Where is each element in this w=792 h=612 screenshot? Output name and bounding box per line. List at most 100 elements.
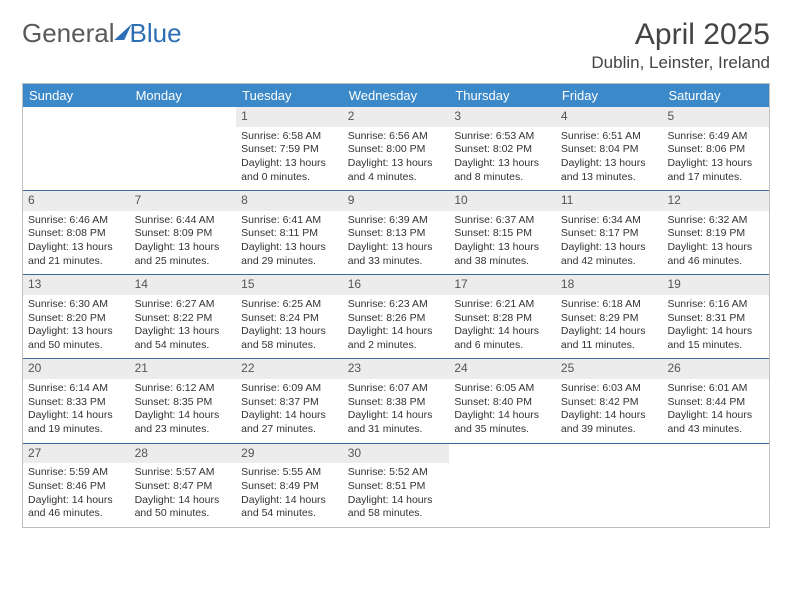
sunrise-text: Sunrise: 6:21 AM <box>454 298 551 312</box>
calendar-cell: 5Sunrise: 6:49 AMSunset: 8:06 PMDaylight… <box>662 107 769 190</box>
calendar-cell-empty <box>130 107 237 190</box>
calendar-row: 27Sunrise: 5:59 AMSunset: 8:46 PMDayligh… <box>23 443 769 527</box>
calendar-cell: 3Sunrise: 6:53 AMSunset: 8:02 PMDaylight… <box>449 107 556 190</box>
day-number: 1 <box>236 107 343 127</box>
sunrise-text: Sunrise: 5:57 AM <box>135 466 232 480</box>
sunset-text: Sunset: 8:19 PM <box>667 227 764 241</box>
sunset-text: Sunset: 8:22 PM <box>135 312 232 326</box>
day-number: 2 <box>343 107 450 127</box>
sunset-text: Sunset: 8:51 PM <box>348 480 445 494</box>
calendar-cell: 6 Sunrise: 6:46 AMSunset: 8:08 PMDaylight… <box>23 191 130 274</box>
sunset-text: Sunset: 8:26 PM <box>348 312 445 326</box>
daylight-text: Daylight: 13 hours and 21 minutes. <box>28 241 125 268</box>
calendar-cell: 30 Sunrise: 5:52 AMSunset: 8:51 PMDayligh… <box>343 444 450 527</box>
sunrise-text: Sunrise: 6:53 AM <box>454 130 551 144</box>
sunset-text: Sunset: 8:29 PM <box>561 312 658 326</box>
day-number: 24 <box>449 359 556 379</box>
calendar-cell: 27Sunrise: 5:59 AMSunset: 8:46 PMDayligh… <box>23 444 130 527</box>
weekday-label: Thursday <box>449 84 556 107</box>
sunset-text: Sunset: 8:46 PM <box>28 480 125 494</box>
calendar-cell: 21Sunrise: 6:12 AMSunset: 8:35 PMDayligh… <box>130 359 237 442</box>
day-number: 13 <box>23 275 130 295</box>
sunrise-text: Sunrise: 6:44 AM <box>135 214 232 228</box>
calendar-cell: 24Sunrise: 6:05 AMSunset: 8:40 PMDayligh… <box>449 359 556 442</box>
sunset-text: Sunset: 8:40 PM <box>454 396 551 410</box>
sunrise-text: Sunrise: 6:25 AM <box>241 298 338 312</box>
sunrise-text: Sunrise: 6:37 AM <box>454 214 551 228</box>
daylight-text: Daylight: 13 hours and 0 minutes. <box>241 157 338 184</box>
calendar-cell-empty <box>556 444 663 527</box>
daylight-text: Daylight: 14 hours and 58 minutes. <box>348 494 445 521</box>
location-text: Dublin, Leinster, Ireland <box>591 53 770 73</box>
sunrise-text: Sunrise: 6:18 AM <box>561 298 658 312</box>
day-number: 30 <box>343 444 450 464</box>
daylight-text: Daylight: 13 hours and 42 minutes. <box>561 241 658 268</box>
sunset-text: Sunset: 8:09 PM <box>135 227 232 241</box>
daylight-text: Daylight: 13 hours and 58 minutes. <box>241 325 338 352</box>
day-number: 18 <box>556 275 663 295</box>
daylight-text: Daylight: 14 hours and 27 minutes. <box>241 409 338 436</box>
sunrise-text: Sunrise: 5:59 AM <box>28 466 125 480</box>
sunset-text: Sunset: 8:08 PM <box>28 227 125 241</box>
day-number: 23 <box>343 359 450 379</box>
calendar-cell-empty <box>662 444 769 527</box>
daylight-text: Daylight: 13 hours and 4 minutes. <box>348 157 445 184</box>
calendar-cell: 13Sunrise: 6:30 AMSunset: 8:20 PMDayligh… <box>23 275 130 358</box>
sunrise-text: Sunrise: 5:55 AM <box>241 466 338 480</box>
day-number: 11 <box>556 191 663 211</box>
sunrise-text: Sunrise: 6:32 AM <box>667 214 764 228</box>
daylight-text: Daylight: 14 hours and 23 minutes. <box>135 409 232 436</box>
sunset-text: Sunset: 8:11 PM <box>241 227 338 241</box>
sunrise-text: Sunrise: 6:34 AM <box>561 214 658 228</box>
sunset-text: Sunset: 8:00 PM <box>348 143 445 157</box>
day-number: 15 <box>236 275 343 295</box>
weekday-label: Wednesday <box>343 84 450 107</box>
calendar-cell: 25Sunrise: 6:03 AMSunset: 8:42 PMDayligh… <box>556 359 663 442</box>
calendar-cell: 29Sunrise: 5:55 AMSunset: 8:49 PMDayligh… <box>236 444 343 527</box>
day-number: 6 <box>23 191 130 211</box>
daylight-text: Daylight: 14 hours and 54 minutes. <box>241 494 338 521</box>
weekday-label: Monday <box>130 84 237 107</box>
daylight-text: Daylight: 13 hours and 38 minutes. <box>454 241 551 268</box>
daylight-text: Daylight: 13 hours and 46 minutes. <box>667 241 764 268</box>
sunset-text: Sunset: 8:47 PM <box>135 480 232 494</box>
calendar-cell: 10Sunrise: 6:37 AMSunset: 8:15 PMDayligh… <box>449 191 556 274</box>
sunrise-text: Sunrise: 6:46 AM <box>28 214 125 228</box>
calendar-cell: 14Sunrise: 6:27 AMSunset: 8:22 PMDayligh… <box>130 275 237 358</box>
sunrise-text: Sunrise: 6:23 AM <box>348 298 445 312</box>
sunset-text: Sunset: 7:59 PM <box>241 143 338 157</box>
day-number: 10 <box>449 191 556 211</box>
sunrise-text: Sunrise: 6:05 AM <box>454 382 551 396</box>
day-number: 21 <box>130 359 237 379</box>
sunrise-text: Sunrise: 6:41 AM <box>241 214 338 228</box>
sunrise-text: Sunrise: 6:58 AM <box>241 130 338 144</box>
sunset-text: Sunset: 8:31 PM <box>667 312 764 326</box>
sunrise-text: Sunrise: 6:07 AM <box>348 382 445 396</box>
day-number: 25 <box>556 359 663 379</box>
sunrise-text: Sunrise: 5:52 AM <box>348 466 445 480</box>
sunset-text: Sunset: 8:20 PM <box>28 312 125 326</box>
calendar-cell: 28Sunrise: 5:57 AMSunset: 8:47 PMDayligh… <box>130 444 237 527</box>
day-number: 5 <box>662 107 769 127</box>
sunrise-text: Sunrise: 6:30 AM <box>28 298 125 312</box>
sunrise-text: Sunrise: 6:49 AM <box>667 130 764 144</box>
sunset-text: Sunset: 8:38 PM <box>348 396 445 410</box>
sunrise-text: Sunrise: 6:09 AM <box>241 382 338 396</box>
sunrise-text: Sunrise: 6:01 AM <box>667 382 764 396</box>
month-title: April 2025 <box>591 18 770 51</box>
sunset-text: Sunset: 8:28 PM <box>454 312 551 326</box>
sunset-text: Sunset: 8:37 PM <box>241 396 338 410</box>
sunset-text: Sunset: 8:44 PM <box>667 396 764 410</box>
weekday-label: Sunday <box>23 84 130 107</box>
calendar-cell-empty <box>23 107 130 190</box>
daylight-text: Daylight: 13 hours and 17 minutes. <box>667 157 764 184</box>
brand-part1: General <box>22 18 115 49</box>
calendar-cell: 23Sunrise: 6:07 AMSunset: 8:38 PMDayligh… <box>343 359 450 442</box>
calendar-cell: 9Sunrise: 6:39 AMSunset: 8:13 PMDaylight… <box>343 191 450 274</box>
header: General Blue April 2025 Dublin, Leinster… <box>22 18 770 73</box>
daylight-text: Daylight: 13 hours and 33 minutes. <box>348 241 445 268</box>
daylight-text: Daylight: 14 hours and 43 minutes. <box>667 409 764 436</box>
daylight-text: Daylight: 14 hours and 50 minutes. <box>135 494 232 521</box>
sunset-text: Sunset: 8:42 PM <box>561 396 658 410</box>
sunset-text: Sunset: 8:13 PM <box>348 227 445 241</box>
